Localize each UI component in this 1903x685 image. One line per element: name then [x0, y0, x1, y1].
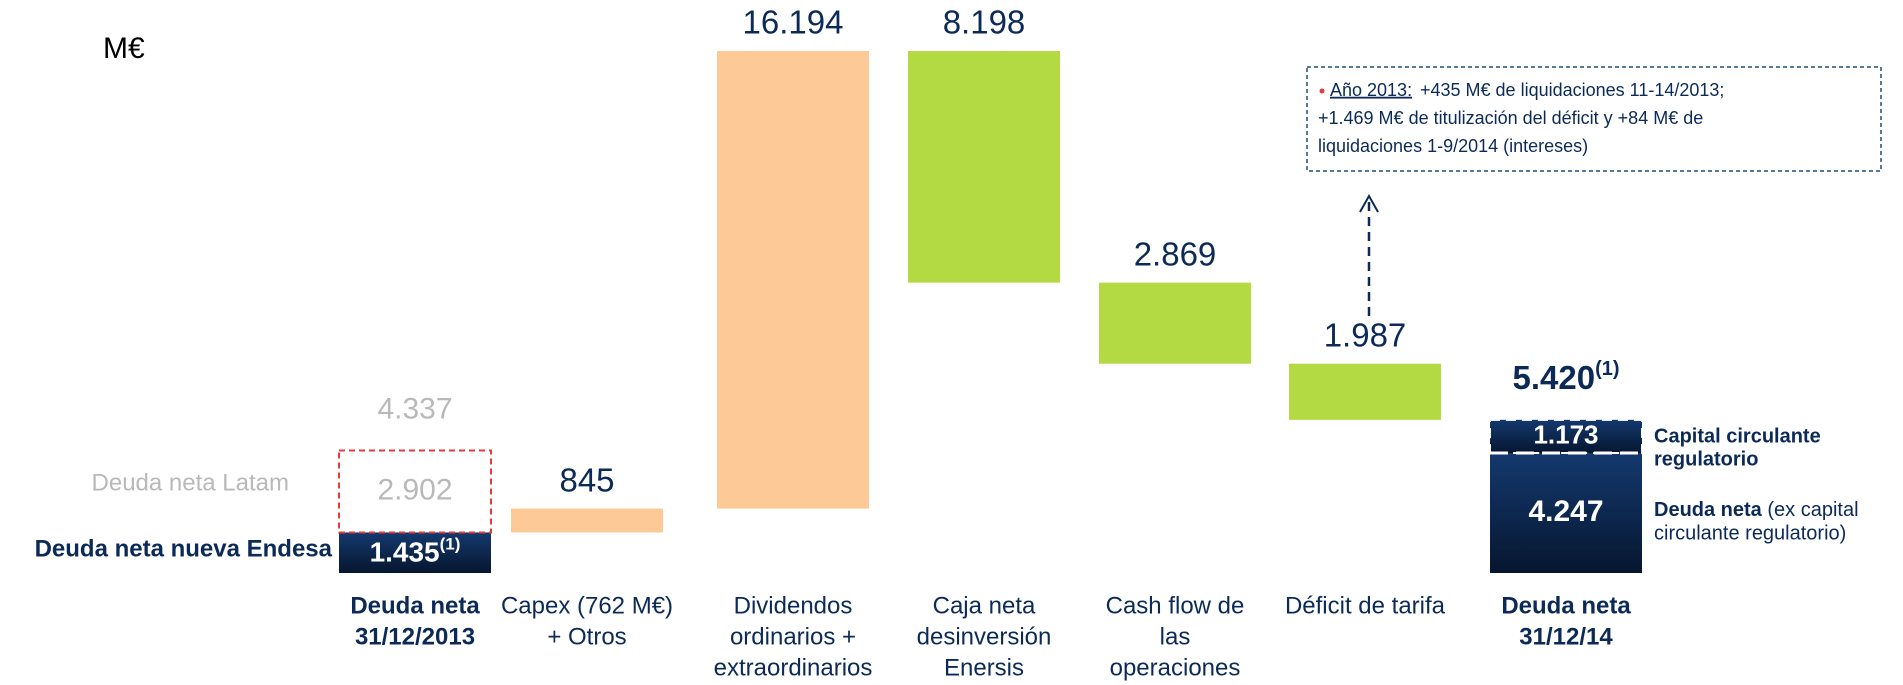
total-number: 5.420 — [1512, 359, 1595, 396]
x-tick-label: desinversión — [917, 623, 1052, 650]
annotation-box — [1306, 66, 1882, 172]
annotation-text: +1.469 M€ de titulización del déficit y … — [1318, 108, 1703, 128]
value-label-number: 1.435 — [370, 537, 440, 568]
x-tick-label: Cash flow de — [1106, 592, 1245, 619]
value-label: 4.247 — [1528, 495, 1603, 528]
value-label: 16.194 — [743, 4, 844, 41]
total-label: 4.337 — [377, 392, 452, 425]
bullet — [1319, 88, 1325, 94]
segment-name: Capital circulante — [1654, 425, 1821, 447]
x-tick-label: 31/12/14 — [1519, 623, 1613, 650]
x-tick-label: Deuda neta — [1501, 592, 1631, 619]
x-tick-label: Enersis — [944, 654, 1024, 681]
value-label: 8.198 — [943, 4, 1026, 41]
total-label: 5.420(1) — [1512, 358, 1619, 395]
segment-name: Deuda neta Latam — [92, 469, 289, 496]
footnote-mark: (1) — [440, 535, 461, 554]
segment-name-bold: Deuda neta — [1654, 499, 1763, 521]
x-tick-label: extraordinarios — [714, 654, 873, 681]
bar — [338, 449, 492, 534]
segment-name: Deuda neta (ex capital — [1654, 499, 1859, 521]
x-tick-label: las — [1160, 623, 1191, 650]
bar — [339, 532, 491, 573]
bar — [1289, 363, 1441, 420]
value-label: 2.869 — [1134, 235, 1217, 272]
bar — [1490, 452, 1642, 573]
value-label: 2.902 — [377, 473, 452, 506]
segment-name: Deuda neta nueva Endesa — [35, 535, 333, 562]
x-tick-label: + Otros — [547, 623, 626, 650]
bar — [1489, 418, 1643, 454]
bar — [1099, 282, 1251, 364]
value-label: 1.435(1) — [370, 535, 461, 568]
unit: M€ — [103, 32, 145, 65]
segment-name-extra: (ex capital — [1762, 499, 1859, 521]
x-tick-label: Déficit de tarifa — [1285, 592, 1446, 619]
value-label: 1.173 — [1533, 419, 1598, 449]
annotation-heading: Año 2013: — [1330, 80, 1412, 100]
x-tick-label: Deuda neta — [350, 592, 480, 619]
segment-name: circulante regulatorio) — [1654, 522, 1846, 544]
x-tick-label: Caja neta — [933, 592, 1036, 619]
x-tick-label: Capex (762 M€) — [501, 592, 673, 619]
annotation-text: liquidaciones 1-9/2014 (intereses) — [1318, 136, 1588, 156]
value-label: 1.987 — [1324, 316, 1407, 353]
value-label: 845 — [559, 461, 614, 498]
x-tick-label: Dividendos — [734, 592, 853, 619]
bar — [717, 51, 869, 509]
bar — [511, 508, 663, 533]
footnote-mark: (1) — [1595, 358, 1619, 380]
x-tick-label: operaciones — [1110, 654, 1241, 681]
bar — [908, 51, 1060, 283]
arrow-head — [1359, 193, 1379, 213]
annotation-text: +435 M€ de liquidaciones 11-14/2013; — [1420, 80, 1724, 100]
x-tick-label: ordinarios + — [730, 623, 856, 650]
x-tick-label: 31/12/2013 — [355, 623, 475, 650]
segment-name: regulatorio — [1654, 448, 1758, 470]
